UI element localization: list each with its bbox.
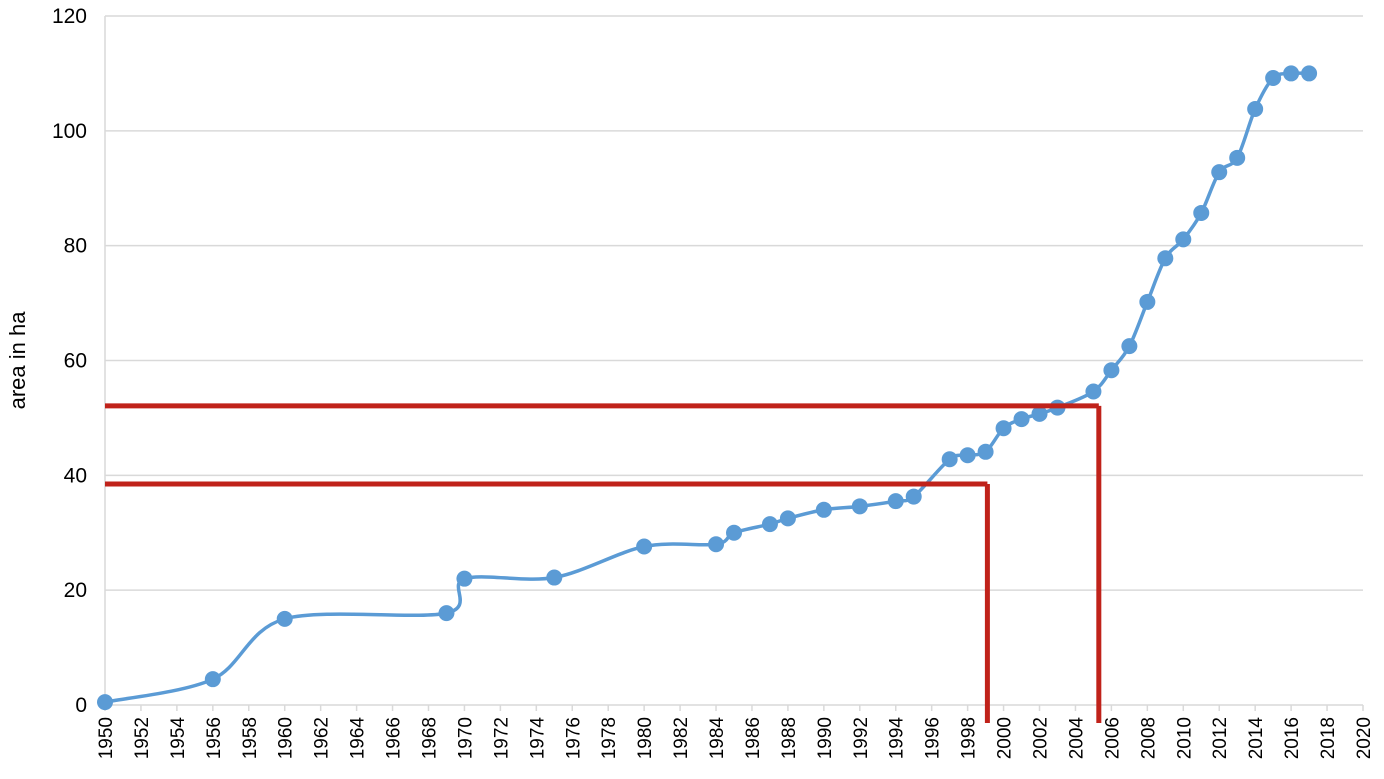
data-point	[887, 493, 904, 510]
data-point	[276, 610, 293, 627]
x-tick-labels: 1950 1952 1954 1956 1958 1960 1962 1964 1966 1968…	[96, 717, 1375, 760]
data-point	[1211, 164, 1228, 181]
x-tick-label: 1986	[743, 717, 764, 759]
data-point	[1193, 204, 1210, 221]
x-tick-label: 1960	[276, 717, 297, 759]
series-line	[104, 71, 1310, 704]
x-tick-label: 1980	[635, 717, 656, 759]
data-point	[726, 524, 742, 541]
y-tick-label: 60	[64, 350, 87, 373]
data-point	[1103, 362, 1120, 379]
x-tick-label: 1982	[671, 717, 692, 759]
data-point	[1031, 405, 1048, 422]
x-tick-label: 1956	[204, 717, 225, 759]
y-tick-label: 20	[64, 579, 87, 602]
x-tick-label: 1978	[599, 717, 620, 759]
x-tick-label: 1984	[707, 717, 728, 760]
data-point	[546, 569, 563, 586]
x-tick-label: 2002	[1031, 717, 1052, 759]
data-point	[815, 501, 832, 518]
threshold-annotations	[105, 403, 1102, 723]
axes	[104, 16, 1364, 711]
x-tick-label: 1996	[923, 717, 944, 759]
x-tick-label: 2006	[1102, 717, 1123, 759]
data-point	[636, 538, 653, 555]
x-tick-label: 1990	[815, 717, 836, 759]
data-series	[97, 65, 1318, 711]
x-tick-label: 1992	[851, 717, 872, 759]
data-point	[438, 605, 455, 622]
data-point	[779, 510, 796, 527]
x-tick-label: 2010	[1174, 717, 1195, 759]
x-tick-label: 1968	[419, 717, 440, 759]
data-point	[1229, 149, 1246, 166]
x-tick-label: 2018	[1318, 717, 1339, 759]
data-point	[761, 516, 778, 533]
data-point	[456, 570, 473, 587]
data-point	[1301, 65, 1318, 82]
data-point	[1283, 65, 1300, 82]
data-point	[1121, 338, 1138, 355]
x-tick-label: 2012	[1210, 717, 1231, 759]
y-tick-label: 40	[64, 464, 87, 487]
data-point	[1085, 383, 1102, 400]
data-point	[905, 488, 922, 505]
x-tick-label: 2000	[995, 717, 1016, 759]
x-tick-label: 2008	[1138, 717, 1159, 759]
x-tick-label: 1950	[96, 717, 117, 759]
y-tick-label: 100	[52, 120, 87, 143]
data-point	[1157, 250, 1174, 267]
y-axis-label: area in ha	[5, 311, 30, 410]
x-tick-label: 1988	[779, 717, 800, 759]
x-tick-label: 2004	[1066, 717, 1087, 760]
x-tick-label: 1974	[527, 717, 548, 760]
x-tick-label: 1994	[887, 717, 908, 760]
gridlines	[105, 15, 1363, 591]
x-tick-label: 1964	[348, 717, 369, 760]
x-tick-label: 1966	[384, 717, 405, 759]
data-point	[1247, 101, 1264, 118]
x-tick-label: 1962	[312, 717, 333, 759]
data-point	[959, 447, 976, 464]
data-point	[995, 420, 1012, 437]
y-tick-labels: 0 20 40 60 80 100 120	[52, 5, 87, 717]
x-tick-label: 1976	[563, 717, 584, 759]
data-point	[941, 451, 958, 468]
data-point	[977, 443, 994, 460]
x-tick-label: 2020	[1354, 717, 1375, 759]
data-point	[1139, 293, 1156, 310]
x-tick-label: 1952	[132, 717, 153, 759]
x-tick-label: 1954	[168, 717, 189, 760]
y-tick-label: 120	[52, 5, 87, 28]
x-tick-label: 1972	[491, 717, 512, 759]
x-tick-label: 2014	[1246, 717, 1267, 760]
y-tick-label: 80	[64, 235, 87, 258]
data-point	[97, 694, 113, 711]
x-tick-label: 1958	[240, 717, 261, 759]
data-point	[851, 498, 868, 515]
data-point	[1013, 411, 1030, 428]
data-point	[1175, 231, 1192, 248]
x-tick-label: 1970	[455, 717, 476, 759]
data-point	[204, 671, 221, 688]
data-point	[708, 536, 725, 553]
y-tick-label: 0	[75, 694, 87, 717]
x-tick-label: 1998	[959, 717, 980, 759]
data-point	[1265, 70, 1282, 87]
x-tick-label: 2016	[1282, 717, 1303, 759]
